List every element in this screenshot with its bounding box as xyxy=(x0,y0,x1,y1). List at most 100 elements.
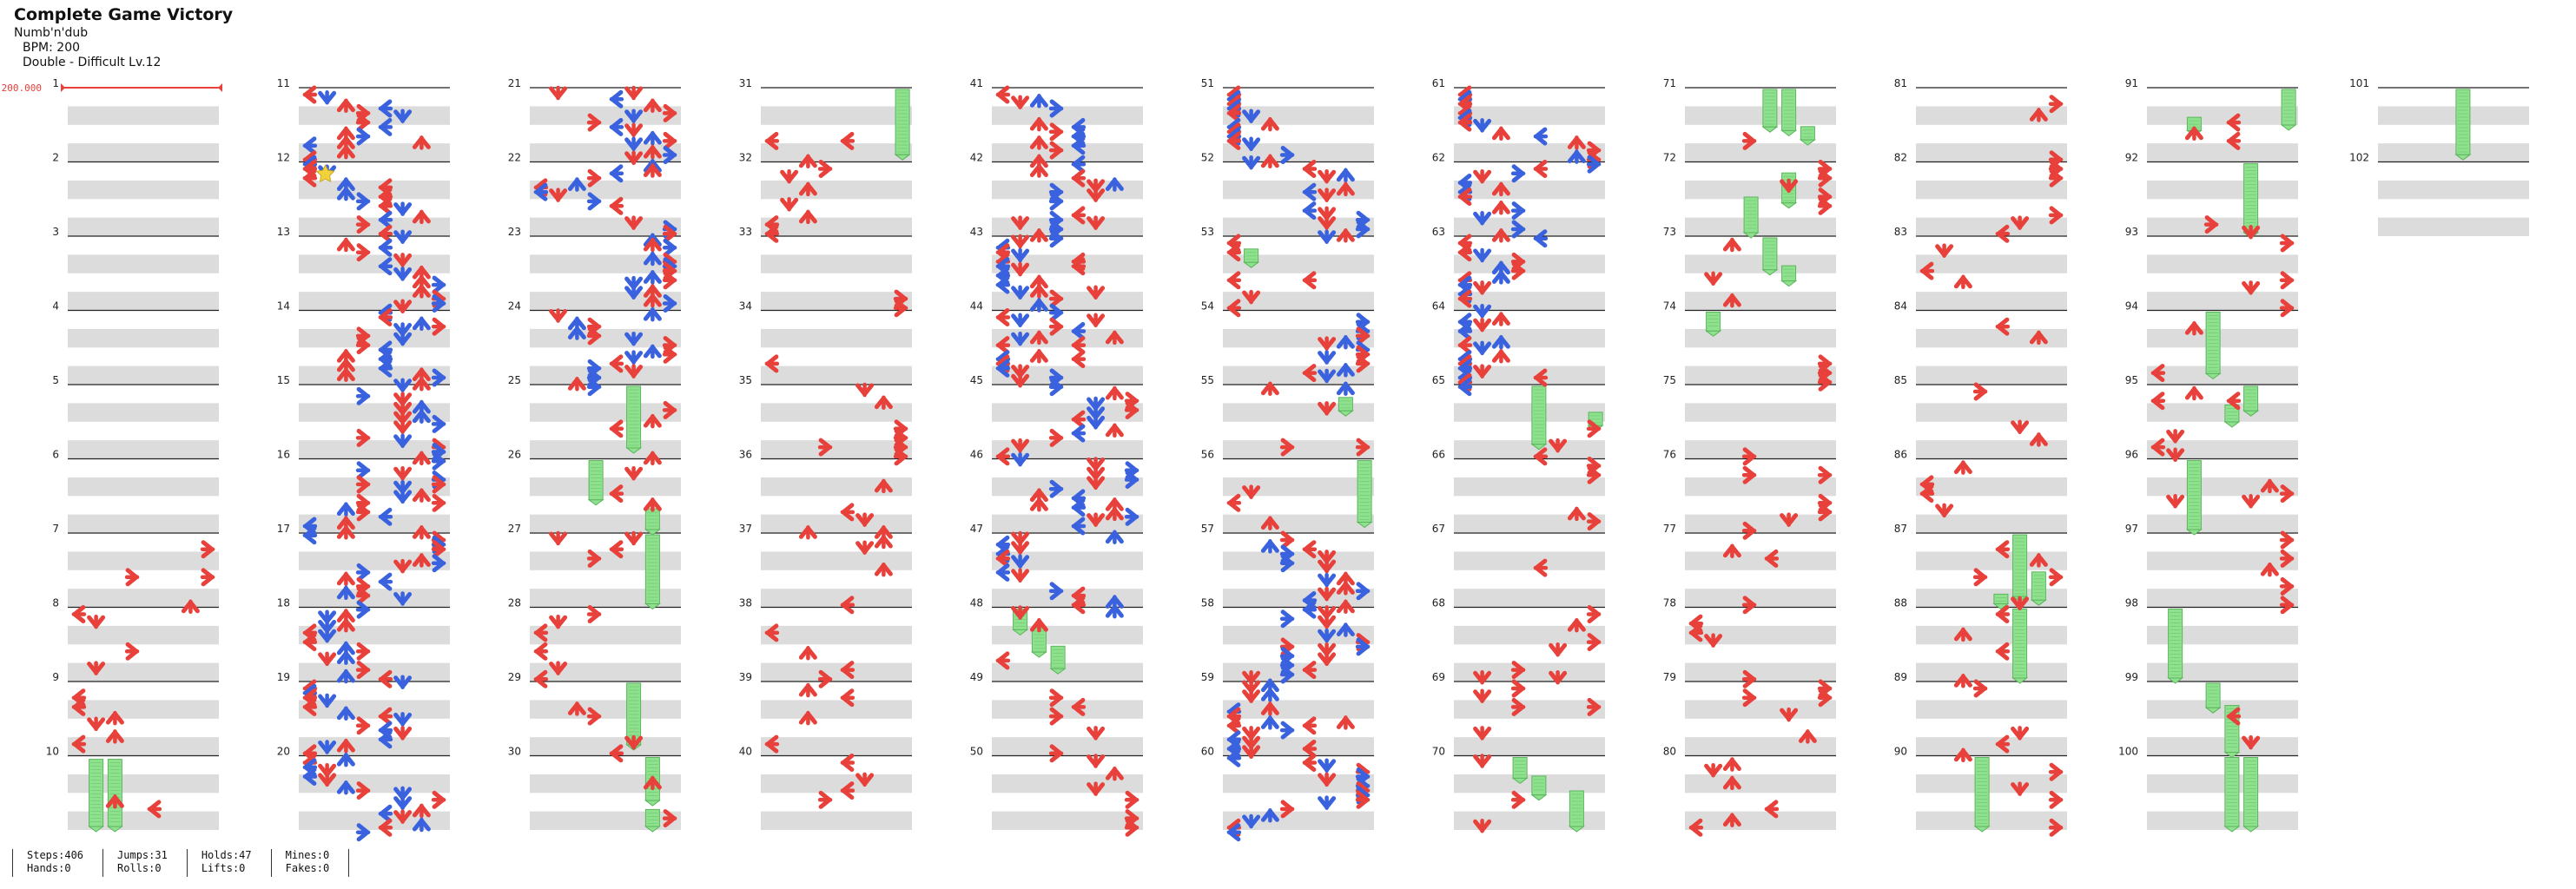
arrow-icon xyxy=(1071,136,1087,155)
measure-31 xyxy=(761,87,912,162)
measure-band xyxy=(530,180,681,200)
measure-band xyxy=(1916,143,2067,162)
measure-band xyxy=(2147,328,2298,348)
stat-rolls: Rolls:0 xyxy=(117,862,162,874)
arrow-icon xyxy=(2011,419,2030,435)
arrow-icon xyxy=(147,800,162,819)
hold-note xyxy=(625,385,643,454)
bpm-change-label: 200.000 xyxy=(2,82,42,94)
arrow-icon xyxy=(1071,350,1087,369)
measure-87 xyxy=(1916,532,2067,608)
arrow-icon xyxy=(124,642,140,661)
measure-101 xyxy=(2378,87,2529,162)
arrow-icon xyxy=(2029,108,2048,122)
arrow-icon xyxy=(1491,201,1510,215)
hold-note xyxy=(106,759,123,833)
measure-band xyxy=(1916,514,2067,533)
measure-band xyxy=(530,440,681,459)
arrow-icon xyxy=(1087,475,1106,491)
measure-band xyxy=(1685,811,1836,830)
arrow-icon xyxy=(1510,661,1526,680)
measure-41 xyxy=(992,87,1143,162)
arrow-icon xyxy=(1549,670,1568,685)
hold-note xyxy=(1356,460,1373,529)
measure-number: 102 xyxy=(2349,152,2369,164)
arrow-icon xyxy=(1953,627,1972,642)
measure-band xyxy=(1223,589,1374,608)
measure-number: 45 xyxy=(970,374,983,386)
arrow-icon xyxy=(1279,721,1295,740)
arrow-icon xyxy=(1318,614,1337,629)
arrow-icon xyxy=(393,267,413,281)
arrow-icon xyxy=(71,697,87,716)
measure-number: 69 xyxy=(1432,671,1445,683)
arrow-icon xyxy=(2226,113,2242,132)
arrow-icon xyxy=(378,210,393,229)
measure-71 xyxy=(1685,87,1836,162)
arrow-icon xyxy=(105,710,124,726)
measure-band xyxy=(68,440,219,459)
arrow-icon xyxy=(1029,228,1048,243)
arrow-icon xyxy=(1780,178,1799,194)
arrow-icon xyxy=(1048,289,1064,308)
hold-note xyxy=(2242,757,2260,833)
arrow-icon xyxy=(1473,168,1492,184)
arrow-icon xyxy=(1355,220,1371,239)
hold-note xyxy=(2204,312,2222,380)
arrow-icon xyxy=(1087,512,1106,527)
arrow-icon xyxy=(549,530,568,546)
arrow-icon xyxy=(1491,181,1510,197)
arrow-icon xyxy=(431,475,446,494)
measure-98 xyxy=(2147,606,2298,682)
measure-band xyxy=(2378,143,2529,162)
measure-band xyxy=(1454,700,1605,719)
measure-band xyxy=(761,143,912,162)
arrow-icon xyxy=(1242,109,1261,123)
measure-number: 46 xyxy=(970,449,983,461)
arrow-icon xyxy=(393,795,413,810)
measure-30 xyxy=(530,754,681,830)
arrow-icon xyxy=(1995,605,2011,623)
arrow-icon xyxy=(2279,484,2295,504)
arrow-icon xyxy=(893,447,908,466)
arrow-icon xyxy=(1242,155,1261,170)
arrow-icon xyxy=(1457,322,1473,340)
arrow-icon xyxy=(2048,168,2064,188)
measure-number: 34 xyxy=(739,300,752,313)
arrow-icon xyxy=(1336,181,1355,197)
arrow-icon xyxy=(609,744,624,763)
measure-34 xyxy=(761,309,912,385)
measure-band xyxy=(1454,403,1605,422)
arrow-icon xyxy=(840,781,855,800)
arrow-icon xyxy=(302,85,318,104)
arrow-icon xyxy=(1995,224,2011,243)
measure-band xyxy=(2147,737,2298,756)
hold-note xyxy=(2167,609,2184,684)
arrow-icon xyxy=(1226,131,1242,150)
arrow-icon xyxy=(1071,322,1087,340)
arrow-icon xyxy=(393,201,413,216)
measure-band xyxy=(1685,514,1836,533)
arrow-icon xyxy=(1011,554,1030,569)
measure-band xyxy=(761,477,912,497)
arrow-icon xyxy=(1510,261,1526,280)
arrow-icon xyxy=(1260,116,1279,132)
measure-band xyxy=(68,292,219,311)
measure-band xyxy=(1454,625,1605,645)
arrow-icon xyxy=(586,378,602,397)
arrow-icon xyxy=(1457,378,1473,397)
arrow-icon xyxy=(336,738,355,754)
measure-6 xyxy=(68,458,219,533)
measure-number: 30 xyxy=(508,746,521,758)
arrow-icon xyxy=(1279,665,1295,684)
measure-band xyxy=(1454,143,1605,162)
measure-band xyxy=(1685,180,1836,200)
measure-band xyxy=(2147,143,2298,162)
measure-band xyxy=(530,662,681,682)
arrow-icon xyxy=(1741,669,1757,688)
arrow-icon xyxy=(1048,229,1064,248)
arrow-icon xyxy=(586,605,602,623)
stat-jumps: Jumps:31 xyxy=(117,849,168,861)
arrow-icon xyxy=(1722,543,1741,558)
arrow-icon xyxy=(1549,642,1568,657)
